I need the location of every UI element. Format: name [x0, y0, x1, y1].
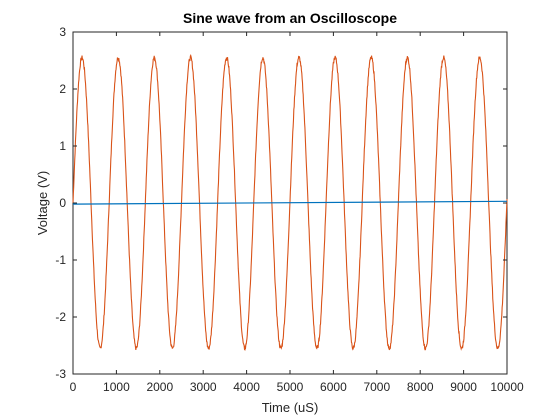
x-tick-label: 6000: [320, 380, 347, 394]
x-axis-label: Time (uS): [262, 400, 319, 415]
sine-series-line: [72, 54, 508, 351]
ticks-layer: 0 1000 2000 3000 4000 5000 6000 7000 8000 9000 100…: [55, 25, 524, 394]
series-layer: [72, 54, 508, 351]
baseline-series-line: [72, 200, 508, 205]
x-tick-label: 8000: [407, 380, 434, 394]
x-tick-label: 4000: [233, 380, 260, 394]
x-tick-label: 10000: [490, 380, 524, 394]
x-tick-label: 3000: [190, 380, 217, 394]
y-tick-label: 2: [59, 82, 66, 96]
x-tick-label: 1000: [103, 380, 130, 394]
y-tick-label: 0: [59, 196, 66, 210]
y-axis-label: Voltage (V): [35, 171, 50, 235]
chart-title: Sine wave from an Oscilloscope: [183, 10, 397, 26]
y-tick-label: -3: [55, 367, 66, 381]
y-tick-label: -1: [55, 253, 66, 267]
y-tick-label: 1: [59, 139, 66, 153]
x-tick-label: 0: [70, 380, 77, 394]
x-tick-label: 9000: [450, 380, 477, 394]
x-tick-label: 7000: [363, 380, 390, 394]
y-tick-label: 3: [59, 25, 66, 39]
x-tick-label: 2000: [146, 380, 173, 394]
y-tick-label: -2: [55, 310, 66, 324]
x-tick-label: 5000: [277, 380, 304, 394]
